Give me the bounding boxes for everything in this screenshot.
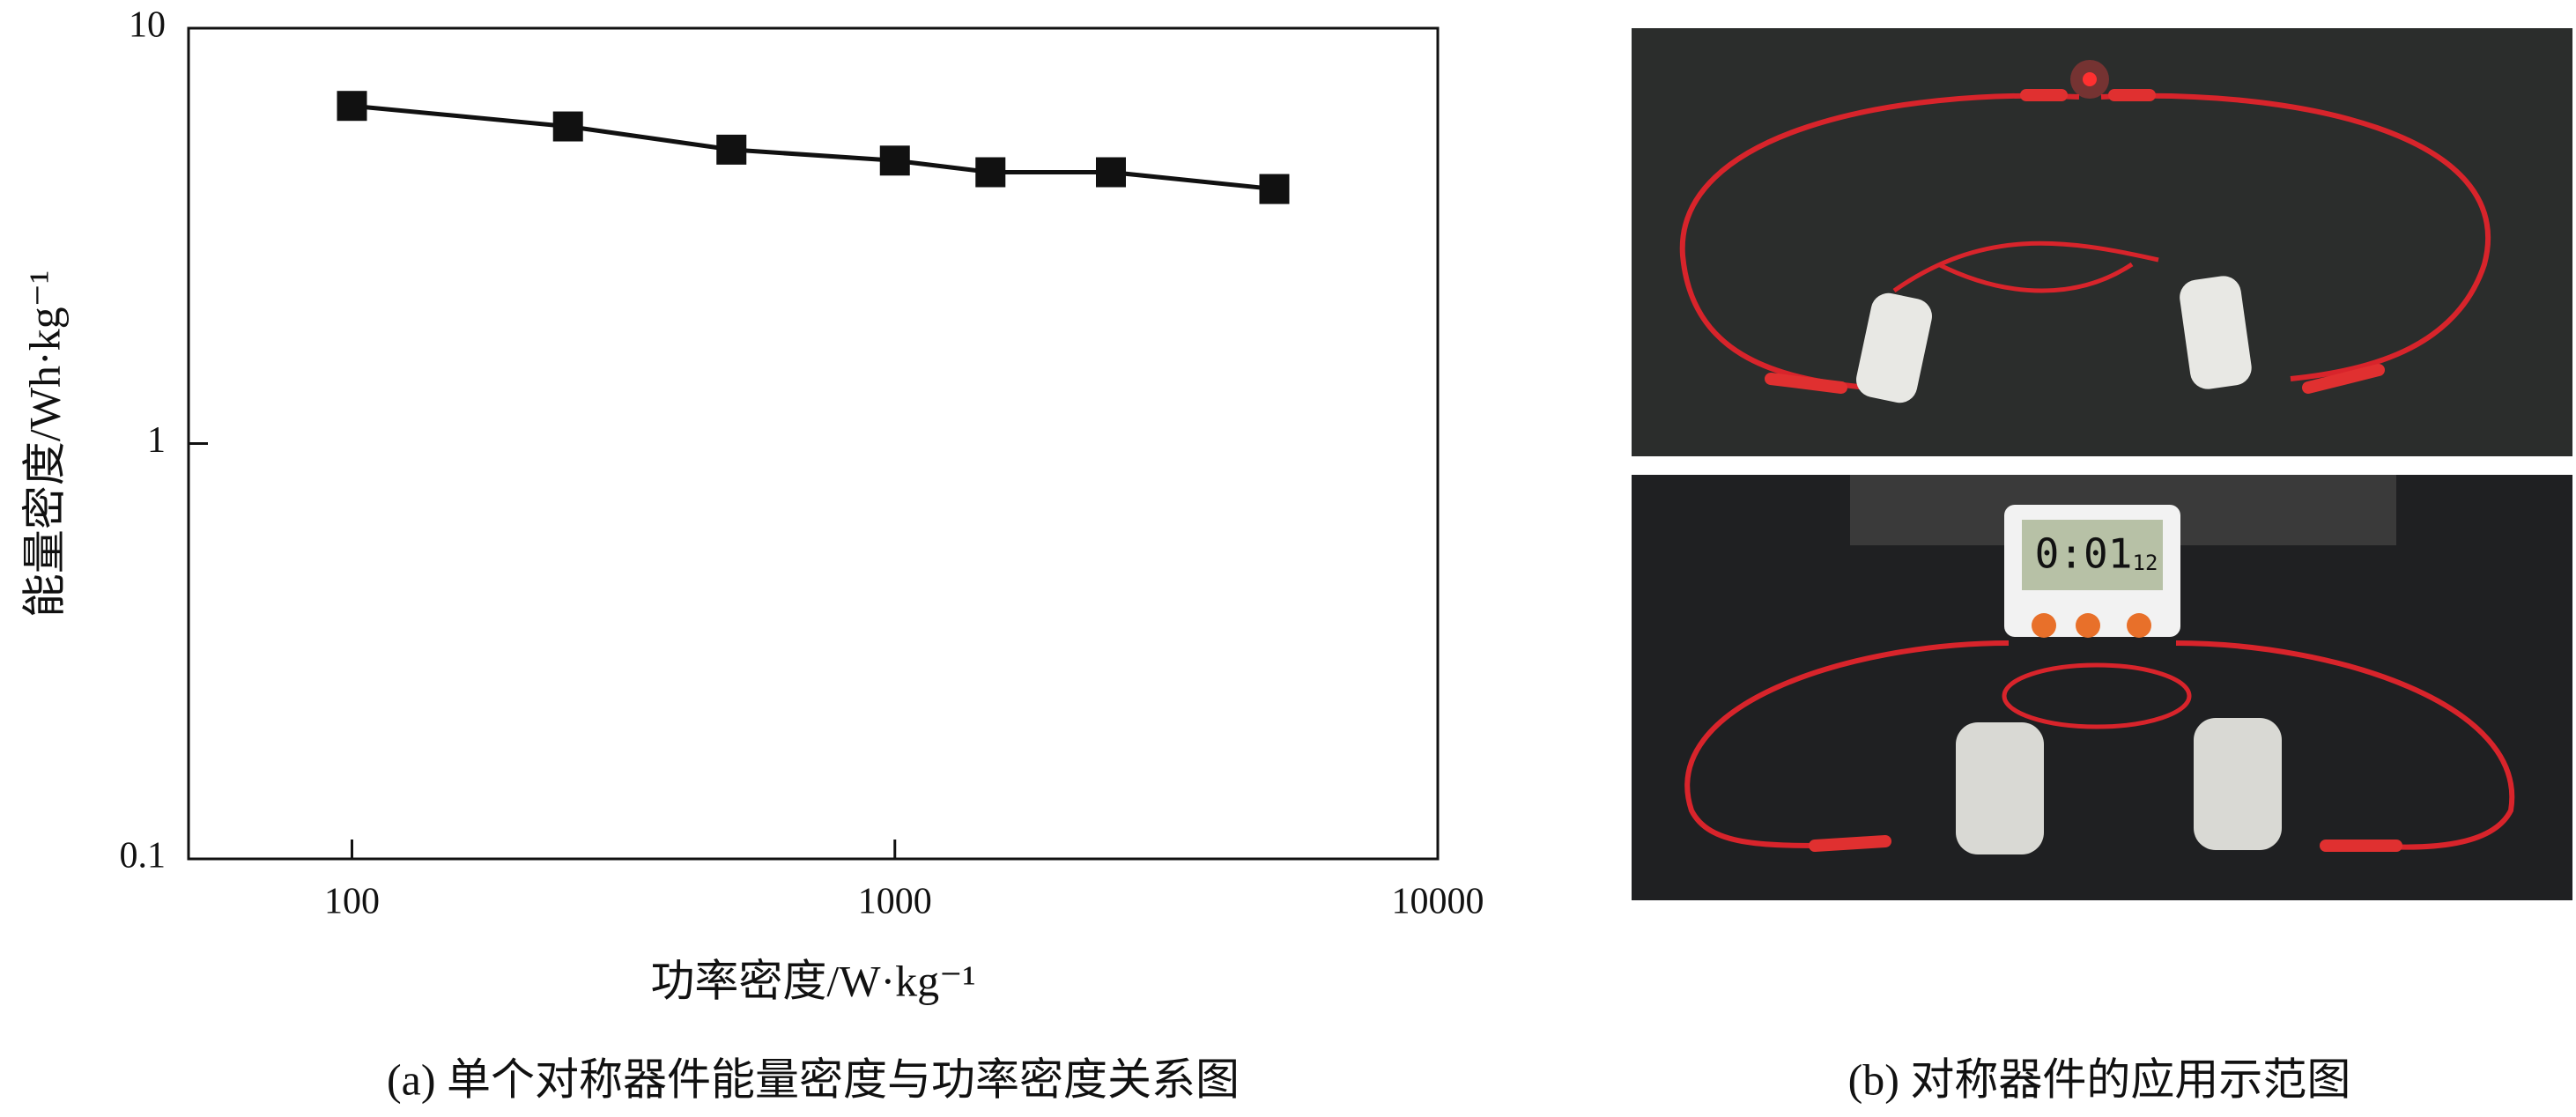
data-point xyxy=(337,91,367,122)
photo: 0:01 12 xyxy=(1632,475,2572,900)
caption: (b) 对称器件的应用示范图 xyxy=(1848,1054,2351,1104)
caption: (a) 单个对称器件能量密度与功率密度关系图 xyxy=(387,1054,1240,1104)
data-point xyxy=(552,111,583,142)
x-tick-label: 100 xyxy=(324,882,380,922)
y-tick-label: 0.1 xyxy=(120,836,167,877)
x-axis-label: 功率密度/W·kg⁻¹ xyxy=(650,956,975,1005)
data-point xyxy=(716,134,747,165)
photo xyxy=(1632,28,2572,456)
timer-display: 0:01 xyxy=(2035,530,2133,578)
data-point xyxy=(975,157,1006,188)
timer-display: 12 xyxy=(2133,551,2158,575)
y-tick-label: 10 xyxy=(129,5,166,46)
data-point xyxy=(1095,157,1126,188)
data-line xyxy=(352,103,1275,192)
x-tick-label: 10000 xyxy=(1392,882,1484,922)
data-point xyxy=(1259,174,1290,204)
plot-frame xyxy=(187,26,1440,861)
x-tick-label: 1000 xyxy=(858,882,932,922)
data-point xyxy=(879,145,910,176)
y-axis-label: 能量密度/Wh·kg⁻¹ xyxy=(19,270,69,618)
y-tick-label: 1 xyxy=(147,420,166,461)
